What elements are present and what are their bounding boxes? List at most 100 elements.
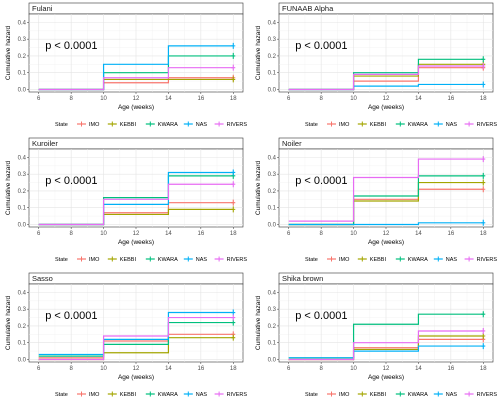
y-tick-label: 0.1 (18, 206, 27, 212)
censor-mark (481, 327, 486, 334)
legend-entry: KWARA (408, 257, 428, 263)
legend-entry: IMO (89, 392, 100, 398)
legend-entry: RIVERS (477, 257, 498, 263)
censor-mark (481, 156, 486, 163)
p-value-label: p < 0.0001 (295, 310, 347, 322)
x-tick-label: 16 (198, 96, 205, 102)
x-tick-label: 8 (319, 96, 323, 102)
x-tick-label: 6 (287, 366, 291, 372)
x-tick-label: 10 (100, 366, 107, 372)
y-tick-label: 0.1 (268, 71, 277, 77)
censor-mark (231, 52, 236, 59)
censor-mark (481, 343, 486, 350)
x-tick-label: 18 (230, 231, 237, 237)
x-tick-label: 12 (133, 231, 140, 237)
legend-entry: KWARA (408, 392, 428, 398)
y-tick-label: 0.0 (268, 357, 277, 363)
censor-mark (481, 219, 486, 226)
legend-entry: IMO (339, 392, 350, 398)
x-axis-title: Age (weeks) (118, 374, 154, 381)
censor-mark (231, 169, 236, 176)
legend-entry: KEBBI (370, 122, 387, 128)
legend-entry: KWARA (158, 257, 178, 263)
x-tick-label: 16 (198, 366, 205, 372)
legend-entry: KWARA (158, 392, 178, 398)
censor-mark (231, 314, 236, 321)
y-tick-label: 0.3 (18, 307, 27, 313)
y-axis-title: Cumulative hazard (255, 161, 262, 216)
x-tick-label: 8 (319, 231, 323, 237)
censor-mark (481, 186, 486, 193)
x-tick-label: 8 (69, 366, 73, 372)
legend-entry: IMO (339, 257, 350, 263)
x-tick-label: 18 (480, 366, 487, 372)
y-tick-label: 0.2 (268, 54, 277, 60)
censor-mark (481, 63, 486, 69)
y-axis-title: Cumulative hazard (5, 161, 12, 216)
y-tick-label: 0.4 (18, 290, 27, 296)
y-tick-label: 0.4 (268, 20, 277, 26)
censor-mark (231, 309, 236, 316)
x-tick-label: 14 (165, 231, 172, 237)
censor-mark (481, 333, 486, 339)
legend: State IMO KEBBI KWARA NAS RIVERS (305, 121, 497, 128)
x-tick-label: 10 (350, 96, 357, 102)
y-tick-label: 0.2 (268, 189, 277, 195)
censor-mark (231, 199, 236, 206)
x-tick-label: 6 (37, 96, 41, 102)
x-tick-label: 14 (415, 96, 422, 102)
legend-entry: RIVERS (227, 257, 248, 263)
x-tick-label: 12 (383, 96, 390, 102)
legend-entry: RIVERS (227, 122, 248, 128)
legend: State IMO KEBBI KWARA NAS RIVERS (55, 391, 247, 398)
x-tick-label: 18 (480, 96, 487, 102)
y-tick-label: 0.0 (268, 222, 277, 228)
y-tick-label: 0.3 (18, 172, 27, 178)
censor-mark (231, 319, 236, 326)
series-line-imo (38, 333, 234, 359)
x-axis-title: Age (weeks) (368, 104, 404, 111)
x-tick-label: 12 (383, 231, 390, 237)
y-tick-label: 0.0 (268, 87, 277, 93)
panel-strip (28, 2, 244, 15)
legend-entry: NAS (446, 122, 458, 128)
panel-strip (28, 272, 244, 285)
series-line-nas (288, 345, 484, 359)
series-line-nas (38, 311, 234, 356)
legend-entry: NAS (446, 392, 458, 398)
x-axis-title: Age (weeks) (118, 239, 154, 246)
legend-entry: IMO (89, 122, 100, 128)
chart-panel: Sasso 6 8 10 12 14 16 18 0.0 0.1 0.2 0.3 0.4 p < 0.00… (5, 272, 247, 398)
panel-title: Fulani (32, 4, 53, 13)
y-axis-title: Cumulative hazard (5, 296, 12, 351)
panel-title: Noiler (282, 139, 302, 148)
censor-mark (481, 311, 486, 318)
y-tick-label: 0.1 (268, 341, 277, 347)
y-tick-label: 0.4 (18, 20, 27, 26)
censor-mark (481, 172, 486, 179)
x-tick-label: 6 (37, 366, 41, 372)
censor-mark (231, 206, 236, 213)
panel-title: Shika brown (282, 274, 323, 283)
series-line-rivers (288, 65, 484, 91)
legend-entry: KEBBI (120, 392, 137, 398)
x-tick-label: 12 (133, 96, 140, 102)
x-tick-label: 8 (319, 366, 323, 372)
legend: State IMO KEBBI KWARA NAS RIVERS (305, 391, 497, 398)
x-tick-label: 10 (350, 231, 357, 237)
x-tick-label: 14 (415, 231, 422, 237)
legend-entry: NAS (196, 257, 208, 263)
y-tick-label: 0.4 (268, 155, 277, 161)
chart-panel: Noiler 6 8 10 12 14 16 18 0.0 0.1 0.2 0.3 0.4 p < 0.0… (255, 137, 498, 263)
series-line-kwara (38, 321, 234, 357)
censor-mark (481, 81, 486, 88)
legend-entry: NAS (196, 122, 208, 128)
chart-panel: FUNAAB Alpha 6 8 10 12 14 16 18 0.0 0.1 0.2 0.3 0.4 p… (255, 2, 497, 128)
x-tick-label: 18 (230, 96, 237, 102)
censor-mark (231, 64, 236, 71)
series-line-nas (288, 222, 484, 226)
legend-entry: KEBBI (120, 257, 137, 263)
x-tick-label: 6 (287, 96, 291, 102)
series-line-rivers (38, 67, 234, 91)
